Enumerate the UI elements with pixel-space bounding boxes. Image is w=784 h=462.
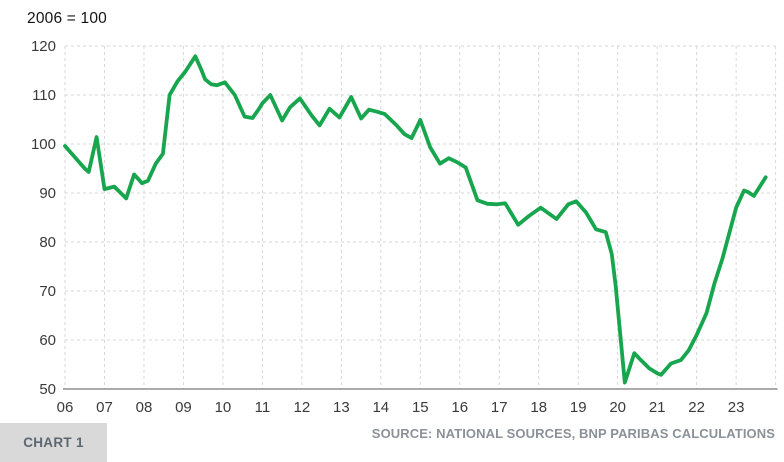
chart-title: 2006 = 100 — [27, 10, 108, 27]
x-axis-tick-label: 22 — [688, 399, 705, 416]
x-axis-tick-label: 11 — [255, 399, 271, 416]
x-axis-tick-label: 20 — [609, 399, 626, 416]
series-line-index-2006-base-100 — [63, 54, 768, 385]
x-axis-tick-label: 10 — [215, 399, 232, 416]
x-axis-tick-label: 19 — [570, 399, 587, 416]
chart-number-badge: CHART 1 — [0, 423, 107, 462]
x-axis-tick-label: 07 — [96, 399, 113, 416]
x-axis-tick-label: 21 — [649, 399, 666, 416]
x-axis-tick-label: 23 — [728, 399, 745, 416]
x-axis-tick-label: 13 — [333, 399, 350, 416]
y-axis-tick-label: 90 — [39, 185, 56, 202]
x-axis-tick-label: 17 — [491, 399, 508, 416]
x-axis-tick-label: 08 — [136, 399, 153, 416]
x-axis-tick-label: 16 — [451, 399, 468, 416]
x-axis-tick-label: 12 — [294, 399, 311, 416]
x-axis-tick-label: 09 — [175, 399, 192, 416]
x-axis-tick-label: 14 — [372, 399, 389, 416]
y-axis-tick-label: 80 — [39, 234, 56, 251]
source-attribution: SOURCE: NATIONAL SOURCES, BNP PARIBAS CA… — [371, 426, 775, 441]
y-axis-tick-label: 110 — [32, 87, 56, 104]
y-axis-tick-label: 70 — [39, 283, 56, 300]
y-axis-tick-label: 100 — [31, 136, 56, 153]
y-axis-tick-label: 50 — [39, 381, 56, 398]
x-axis-tick-label: 15 — [412, 399, 429, 416]
y-axis-tick-label: 60 — [39, 332, 56, 349]
x-axis-tick-label: 06 — [57, 399, 74, 416]
x-axis-tick-label: 18 — [530, 399, 547, 416]
y-axis-tick-label: 120 — [31, 38, 56, 55]
